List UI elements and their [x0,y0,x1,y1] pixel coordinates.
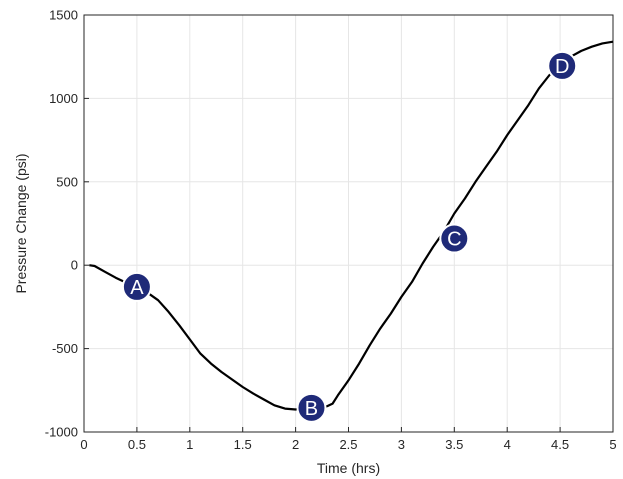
y-tick-label: -500 [52,341,78,356]
y-axis-title: Pressure Change (psi) [13,153,29,293]
y-tick-label: -1000 [45,425,78,440]
tick-layer: 0 0.5 1 1.5 2 2.5 3 3.5 4 4.5 5 -1000 -500 0 500 1000 15… [45,8,617,453]
x-tick-label: 4 [504,437,511,452]
grid-layer [83,14,614,433]
x-tick-label: 2 [292,437,299,452]
y-tick-label: 0 [71,258,78,273]
marker-layer: A B C D [121,50,578,423]
marker-circle [296,392,327,423]
x-axis-title: Time (hrs) [317,460,380,476]
marker-a: A [121,271,152,302]
x-tick-label: 5 [609,437,616,452]
marker-label: C [447,229,461,251]
y-tick-label: 1500 [49,8,78,23]
marker-label: D [555,56,569,78]
x-tick-label: 1 [186,437,193,452]
x-tick-label: 2.5 [339,437,357,452]
x-tick-label: 3.5 [445,437,463,452]
marker-d: D [547,50,578,81]
x-tick-label: 0.5 [128,437,146,452]
y-tick-label: 500 [56,174,78,189]
marker-c: C [439,223,470,254]
x-tick-label: 1.5 [234,437,252,452]
marker-circle [439,223,470,254]
marker-label: A [130,277,144,299]
x-tick-label: 3 [398,437,405,452]
pressure-series-line [89,40,614,411]
marker-circle [121,271,152,302]
x-tick-label: 0 [80,437,87,452]
x-tick-label: 4.5 [551,437,569,452]
marker-circle [547,50,578,81]
marker-b: B [296,392,327,423]
y-tick-label: 1000 [49,91,78,106]
marker-label: B [305,398,318,420]
